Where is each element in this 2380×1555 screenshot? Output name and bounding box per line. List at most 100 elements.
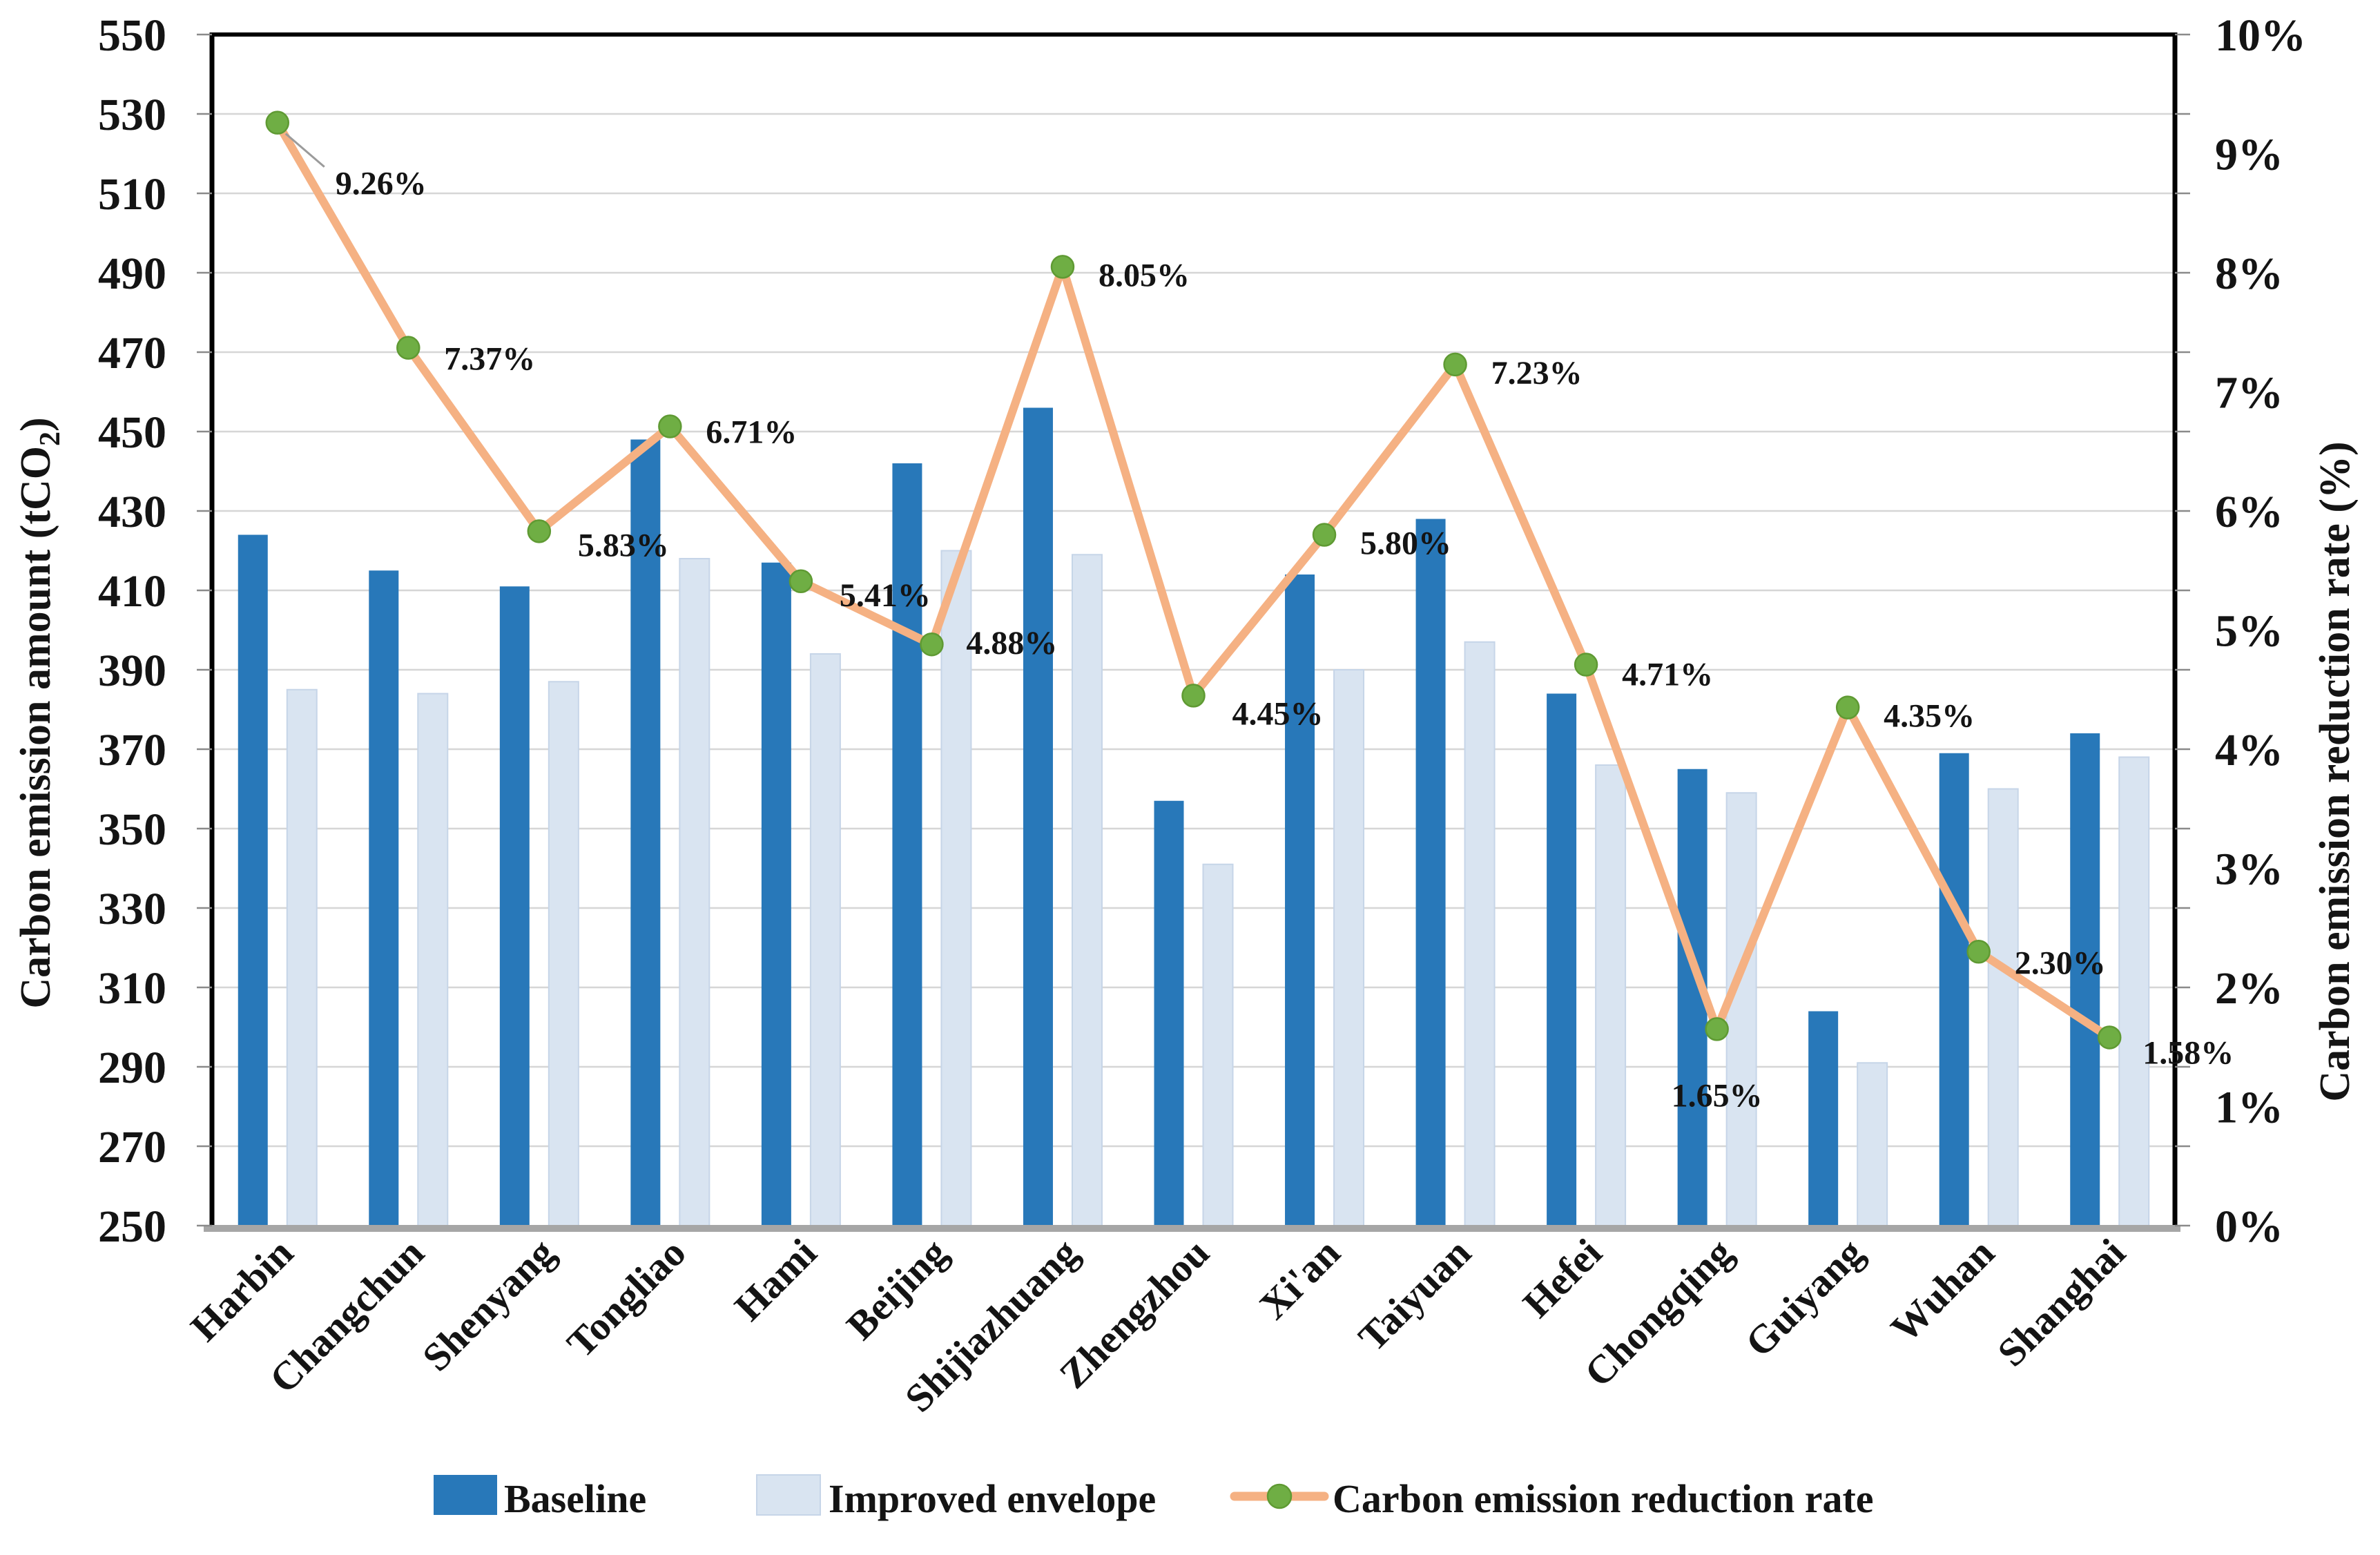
rate-label-Shijiazhuang: 8.05% <box>1099 257 1190 293</box>
rate-label-Guiyang: 4.35% <box>1884 698 1975 735</box>
bar-baseline-Shenyang <box>499 586 530 1226</box>
category-label-Beijing: Beijing <box>838 1230 956 1348</box>
rate-label-Tongliao: 6.71% <box>706 414 797 451</box>
category-label-Shanghai: Shanghai <box>1989 1230 2134 1375</box>
left-axis-tick-label: 430 <box>98 487 166 537</box>
bar-baseline-Tongliao <box>630 439 661 1226</box>
rate-label-Shanghai: 1.58% <box>2142 1034 2234 1071</box>
bar-improved-Shenyang <box>548 681 579 1226</box>
legend: Baseline Improved envelope Carbon emission… <box>434 1474 1874 1521</box>
bar-improved-Zhengzhou <box>1202 863 1234 1226</box>
bar-improved-Tongliao <box>679 558 710 1226</box>
left-axis-tick-label: 410 <box>98 566 166 617</box>
left-axis-title: Carbon emission amount (tCO2) <box>12 417 66 1008</box>
category-label-Shenyang: Shenyang <box>414 1230 563 1380</box>
bar-improved-Shanghai <box>2118 756 2150 1226</box>
bar-improved-Beijing <box>940 550 972 1226</box>
right-axis-tick-label: 10% <box>2215 10 2306 61</box>
bar-improved-Hefei <box>1595 764 1627 1226</box>
bar-baseline-Xi'an <box>1285 574 1315 1226</box>
category-label-Hefei: Hefei <box>1514 1230 1610 1326</box>
bar-improved-Changchun <box>417 693 449 1226</box>
right-axis-tick-label: 5% <box>2215 606 2283 657</box>
bar-baseline-Changchun <box>369 570 399 1226</box>
line-marker-Beijing <box>920 632 944 657</box>
line-marker-Harbin <box>265 110 290 135</box>
rate-label-Zhengzhou: 4.45% <box>1232 695 1324 732</box>
bar-baseline-Hami <box>761 562 791 1226</box>
rate-label-Shenyang: 5.83% <box>578 527 669 563</box>
left-axis-tick-label: 390 <box>98 646 166 696</box>
left-axis-tick-label: 510 <box>98 169 166 220</box>
category-label-Guiyang: Guiyang <box>1736 1230 1872 1365</box>
rate-label-Hami: 5.41% <box>840 577 931 614</box>
line-marker-Wuhan <box>1966 940 1991 964</box>
legend-marker-dot <box>1266 1483 1293 1509</box>
category-label-Xi'an: Xi'an <box>1251 1230 1349 1328</box>
bar-improved-Wuhan <box>1987 788 2019 1226</box>
legend-label-baseline: Baseline <box>504 1476 646 1521</box>
right-axis-tick-label: 7% <box>2215 368 2283 418</box>
left-axis-tick-label: 310 <box>98 963 166 1014</box>
left-axis-tick-label: 270 <box>98 1122 166 1172</box>
left-axis-tick-label: 290 <box>98 1043 166 1093</box>
bar-improved-Harbin <box>286 688 318 1226</box>
left-axis-tick-label: 470 <box>98 328 166 378</box>
left-axis-tick-label: 550 <box>98 10 166 61</box>
bar-improved-Guiyang <box>1857 1062 1888 1226</box>
bar-improved-Hami <box>809 653 841 1226</box>
line-marker-Guiyang <box>1835 695 1860 719</box>
right-axis-title: Carbon emission reduction rate (%) <box>2312 441 2359 1101</box>
line-marker-Zhengzhou <box>1181 684 1206 708</box>
bar-improved-Xi'an <box>1333 669 1365 1226</box>
bar-baseline-Harbin <box>238 534 268 1226</box>
left-axis-tick-label: 450 <box>98 407 166 458</box>
right-axis-tick-label: 9% <box>2215 130 2283 180</box>
line-marker-Shenyang <box>527 519 552 543</box>
bar-baseline-Beijing <box>892 463 922 1226</box>
line-marker-Chongqing <box>1705 1017 1729 1041</box>
left-axis-tick-label: 370 <box>98 725 166 775</box>
legend-label-reduction-rate: Carbon emission reduction rate <box>1333 1476 1874 1521</box>
bar-baseline-Shanghai <box>2070 733 2100 1226</box>
legend-swatch-baseline <box>434 1475 497 1515</box>
right-axis-tick-label: 8% <box>2215 249 2283 299</box>
line-series <box>265 110 2122 1050</box>
label-leader-line <box>284 133 325 168</box>
category-label-Taiyuan: Taiyuan <box>1350 1230 1480 1360</box>
line-marker-Xi'an <box>1312 523 1337 547</box>
bar-improved-Shijiazhuang <box>1071 554 1103 1226</box>
right-axis-tick-label: 4% <box>2215 725 2283 775</box>
left-axis-tick-label: 490 <box>98 249 166 299</box>
category-label-Hami: Hami <box>726 1230 825 1329</box>
line-marker-Hefei <box>1574 653 1598 677</box>
bar-baseline-Hefei <box>1547 693 1577 1226</box>
bar-baseline-Taiyuan <box>1415 519 1446 1226</box>
left-axis-tick-label: 250 <box>98 1201 166 1252</box>
bar-improved-Taiyuan <box>1464 641 1496 1226</box>
left-axis-tick-label: 330 <box>98 884 166 934</box>
category-label-Harbin: Harbin <box>182 1230 302 1350</box>
left-axis-tick-label: 350 <box>98 804 166 855</box>
rate-label-Chongqing: 1.65% <box>1672 1077 1763 1114</box>
line-marker-Shijiazhuang <box>1050 255 1075 279</box>
bar-baseline-Zhengzhou <box>1154 800 1184 1226</box>
bar-improved-Chongqing <box>1725 792 1757 1226</box>
line-marker-Changchun <box>396 336 420 360</box>
left-axis-tick-label: 530 <box>98 90 166 140</box>
rate-label-Changchun: 7.37% <box>444 341 535 378</box>
category-label-Wuhan: Wuhan <box>1882 1230 2003 1351</box>
line-marker-Tongliao <box>658 414 682 438</box>
rate-label-Xi'an: 5.80% <box>1360 525 1451 562</box>
rate-label-Beijing: 4.88% <box>966 625 1057 661</box>
line-marker-Hami <box>789 569 813 594</box>
bar-baseline-Shijiazhuang <box>1023 407 1053 1226</box>
category-label-Tongliao: Tongliao <box>558 1230 694 1366</box>
rate-label-Wuhan: 2.30% <box>2015 945 2106 981</box>
rate-label-Hefei: 4.71% <box>1622 657 1713 693</box>
legend-label-improved-envelope: Improved envelope <box>829 1476 1156 1521</box>
line-marker-Taiyuan <box>1443 352 1467 377</box>
legend-swatch-improved-envelope <box>756 1474 821 1516</box>
